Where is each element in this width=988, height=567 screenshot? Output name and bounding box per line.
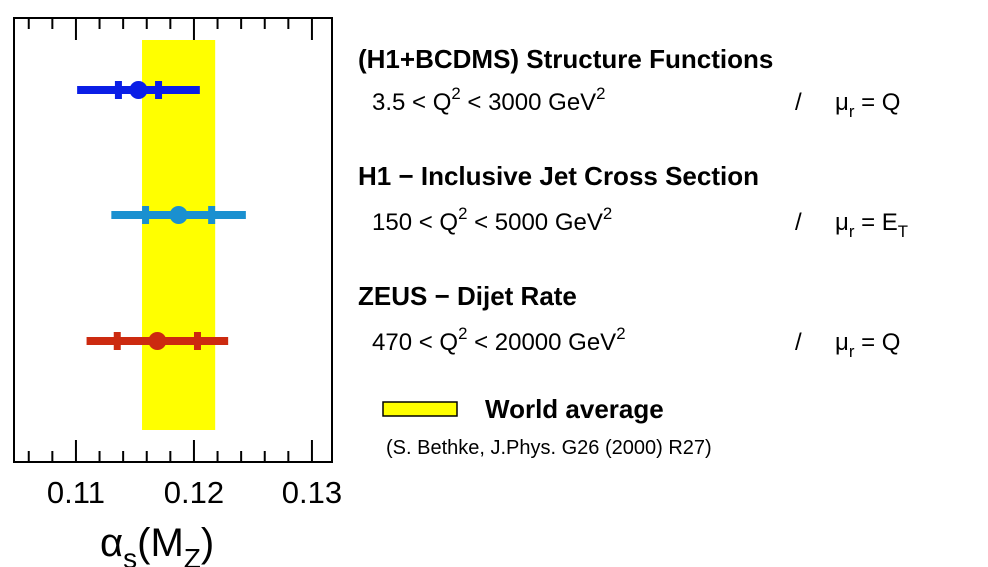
legend-range-part: 150 < Q [372,209,458,236]
legend-separator: / [795,329,802,356]
legend-scale-part: μ [835,89,849,116]
legend-range-part: 470 < Q [372,329,458,356]
legend-range: 470 < Q2 < 20000 GeV2 [372,324,626,356]
legend-separator: / [795,209,802,236]
band-legend-swatch [382,401,458,417]
legend-range-part: 2 [596,84,605,103]
legend-scale-part: r [849,342,855,361]
legend-scale-part: μ [835,209,849,236]
legend-range-part: 2 [451,84,460,103]
x-axis-label-part: α [100,521,123,565]
band-reference: (S. Bethke, J.Phys. G26 (2000) R27) [386,437,712,459]
point [169,206,188,224]
x-tick-label: 0.12 [164,475,224,510]
legend-scale: μr = ET [835,209,908,241]
legend-title: H1 − Inclusive Jet Cross Section [358,161,759,191]
legend-range-part: < 20000 GeV [467,329,616,356]
legend-range-part: 2 [616,324,625,343]
legend-range-part: < 5000 GeV [467,209,602,236]
legend-scale-part: = Q [854,329,900,356]
point [129,81,148,99]
x-axis-label-part: (M [137,521,184,565]
x-axis-label: αs(MZ) [100,521,214,567]
x-tick-label: 0.11 [47,475,105,510]
legend-range-part: 2 [458,324,467,343]
frame [13,17,333,463]
legend-range-part: < 3000 GeV [461,89,596,116]
x-axis-label-part: Z [184,543,201,567]
legend-separator: / [795,89,802,116]
legend-range-part: 3.5 < Q [372,89,451,116]
legend-title: (H1+BCDMS) Structure Functions [358,44,773,74]
legend-scale-part: = E [854,209,897,236]
x-tick-label: 0.13 [282,475,342,510]
legend-scale: μr = Q [835,89,900,121]
x-axis-label-part: s [123,543,137,567]
legend-range-part: 2 [458,204,467,223]
point [148,332,167,350]
x-axis-label-part: ) [201,521,214,565]
legend-scale-part: r [849,222,855,241]
legend-range: 3.5 < Q2 < 3000 GeV2 [372,84,606,116]
legend-scale-part: T [898,222,908,241]
legend-scale-part: = Q [854,89,900,116]
band-legend-label: World average [485,394,664,424]
legend-range-part: 2 [603,204,612,223]
legend-range: 150 < Q2 < 5000 GeV2 [372,204,612,236]
legend-scale-part: r [849,102,855,121]
legend-title: ZEUS − Dijet Rate [358,281,577,311]
world-average-band [142,40,216,430]
legend-scale: μr = Q [835,329,900,361]
legend-scale-part: μ [835,329,849,356]
